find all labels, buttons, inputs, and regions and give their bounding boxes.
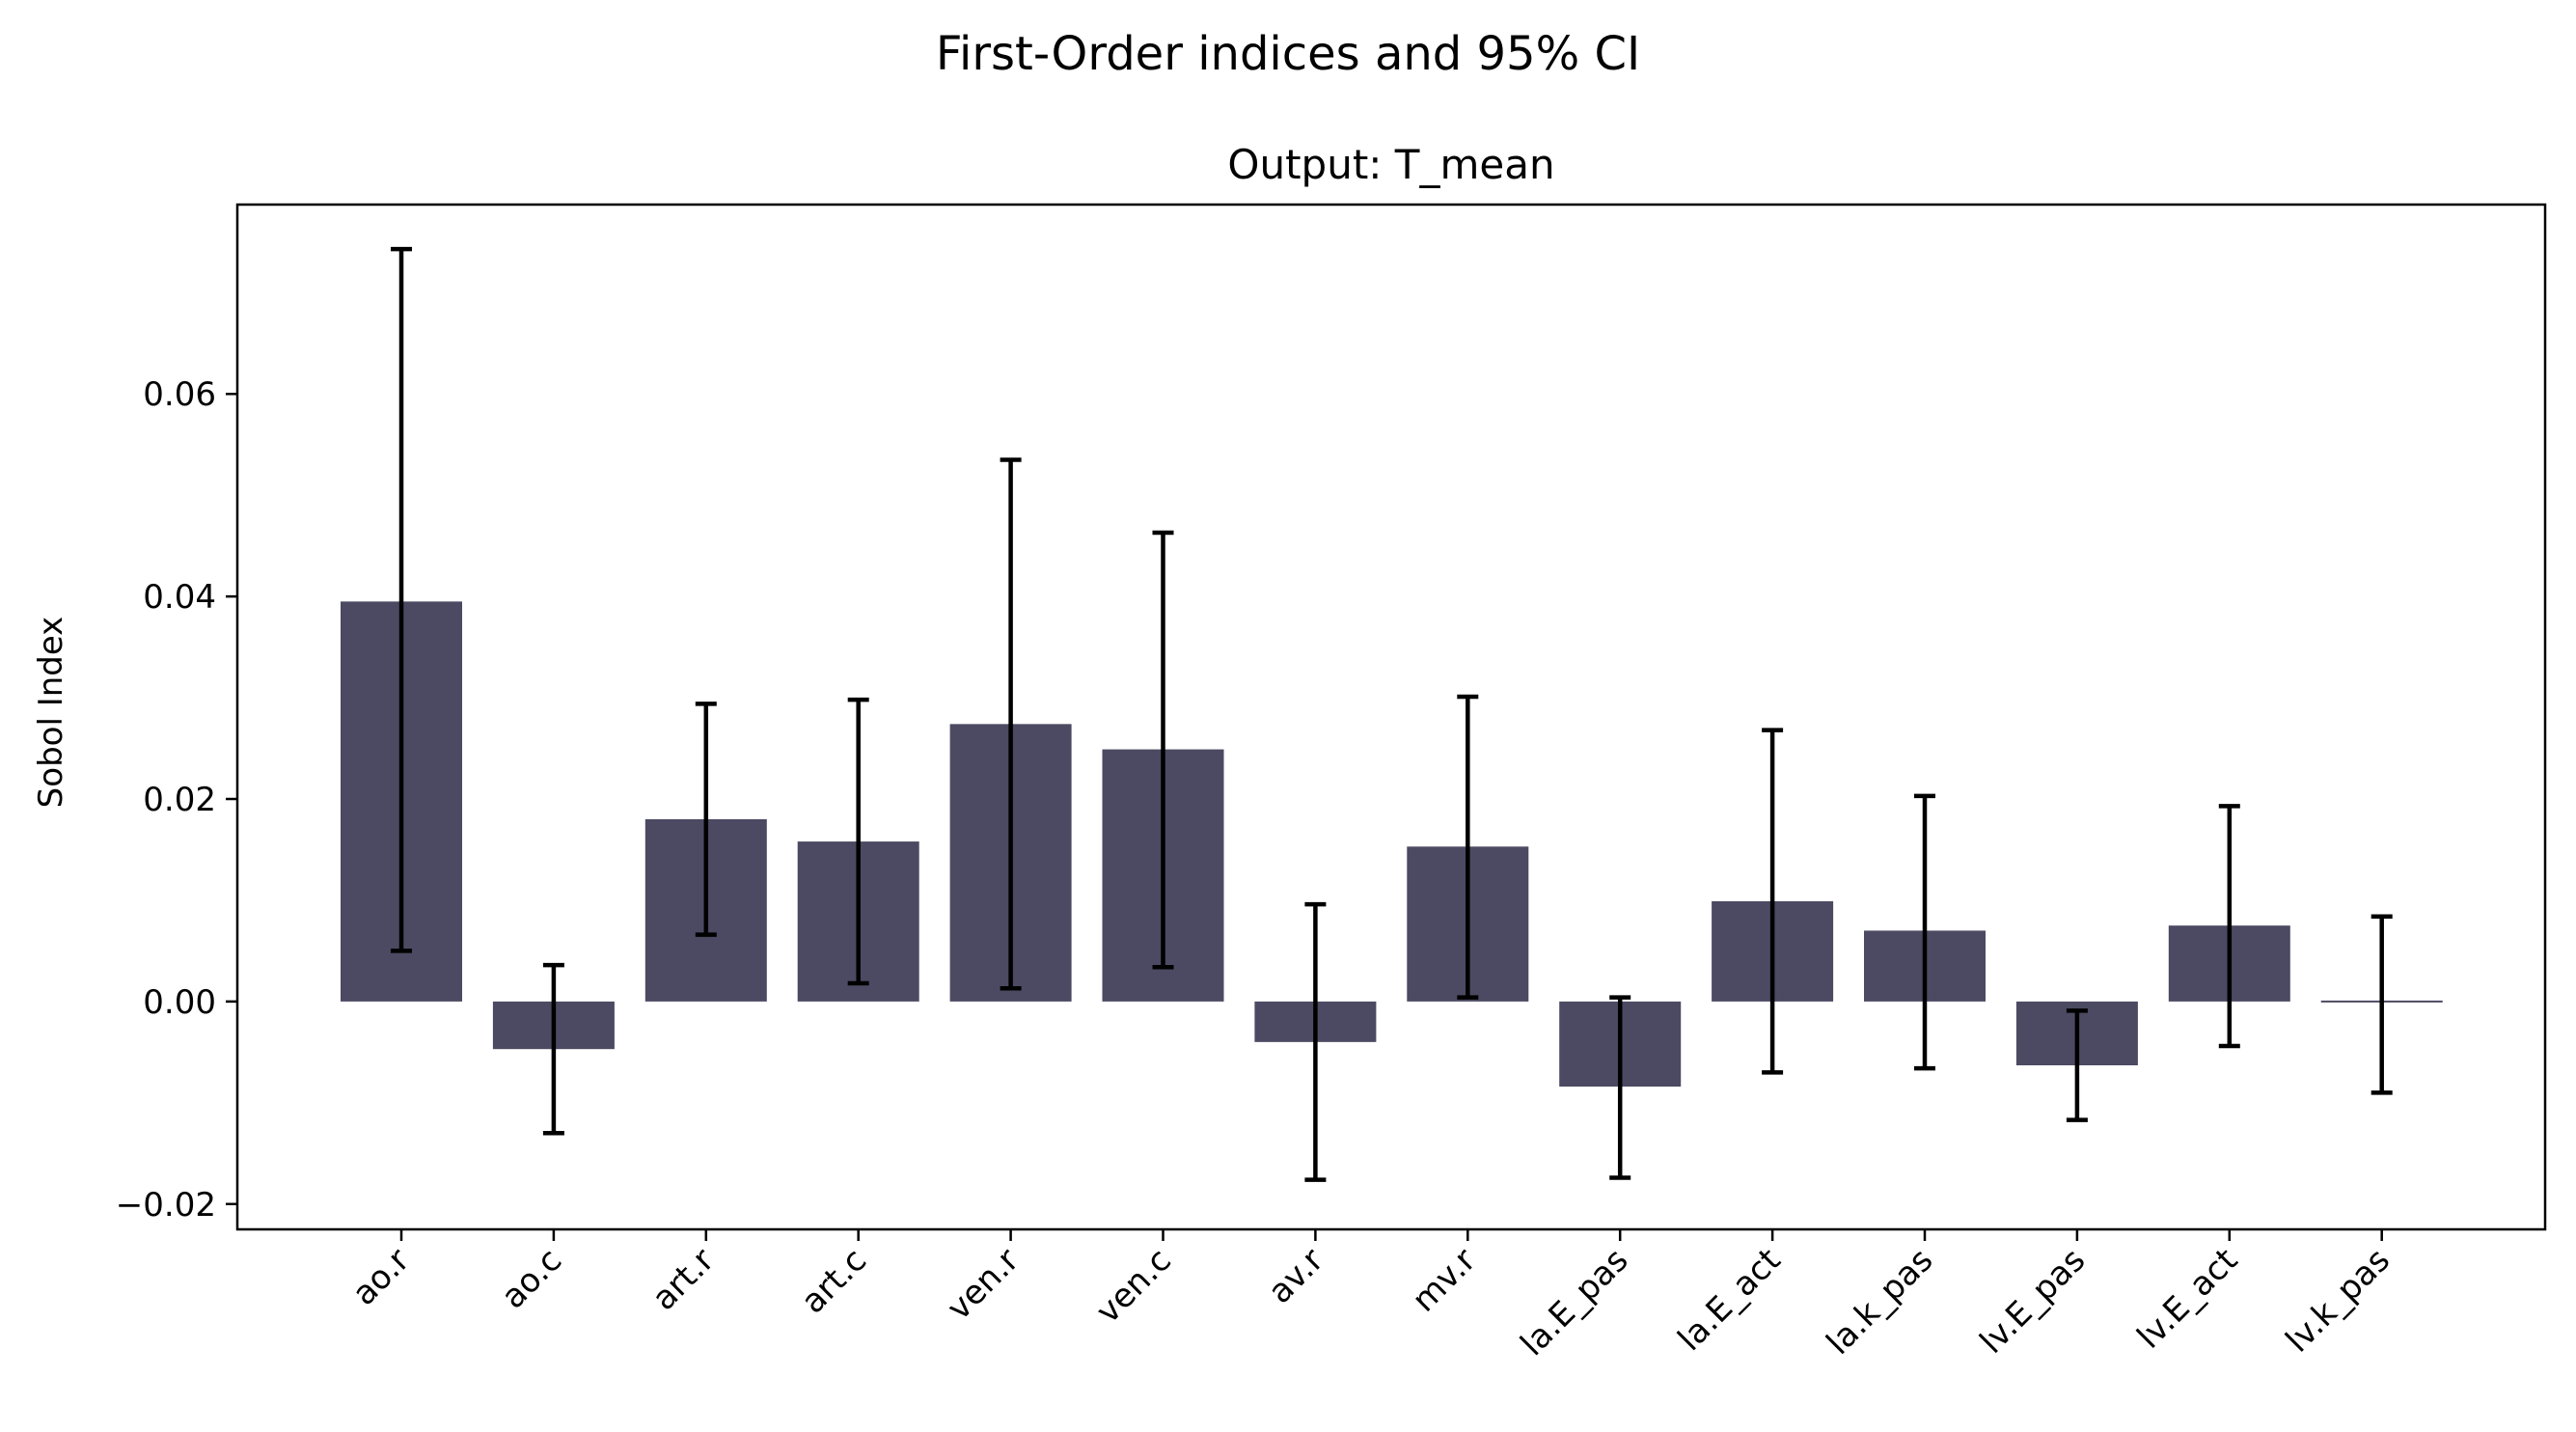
x-tick-label: lv.k_pas [2279, 1241, 2398, 1360]
x-tick-label: art.c [794, 1241, 874, 1321]
y-tick-label: −0.02 [116, 1186, 216, 1225]
y-tick-label: 0.02 [143, 781, 216, 819]
y-tick-label: 0.06 [143, 375, 216, 414]
x-tick-label: ven.r [940, 1241, 1027, 1328]
plot-area: −0.02 0.00 0.02 0.04 0.06 ao.r ao.c art.r art.c v… [116, 246, 2443, 1363]
y-tick-label: 0.04 [143, 578, 216, 617]
x-tick-label: ven.c [1088, 1241, 1178, 1331]
x-tick-label: la.E_act [1671, 1241, 1789, 1359]
x-tick-label: ao.r [345, 1241, 418, 1313]
x-tick-label: art.r [644, 1241, 722, 1318]
x-tick-label: ao.c [494, 1241, 569, 1316]
axes-subtitle: Output: T_mean [1227, 141, 1554, 188]
x-tick-label: av.r [1261, 1241, 1331, 1311]
y-axis-label: Sobol Index [32, 617, 70, 809]
x-tick-label: mv.r [1405, 1241, 1484, 1320]
y-tick-label: 0.00 [143, 983, 216, 1022]
x-tick-label: la.k_pas [1820, 1241, 1941, 1363]
x-tick-label: lv.E_act [2130, 1241, 2246, 1357]
axes-frame [235, 203, 2547, 1231]
x-tick-label: lv.E_pas [1973, 1241, 2094, 1362]
x-tick-label: la.E_pas [1513, 1241, 1635, 1363]
figure-title: First-Order indices and 95% CI [936, 27, 1640, 81]
